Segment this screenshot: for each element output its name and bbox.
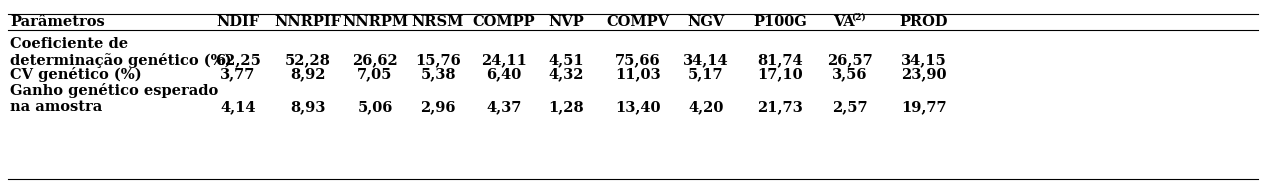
Text: NNRPIF: NNRPIF bbox=[275, 15, 342, 29]
Text: Parâmetros: Parâmetros bbox=[10, 15, 105, 29]
Text: 1,28: 1,28 bbox=[548, 100, 584, 114]
Text: 2,96: 2,96 bbox=[420, 100, 456, 114]
Text: 34,15: 34,15 bbox=[901, 53, 947, 67]
Text: 15,76: 15,76 bbox=[415, 53, 461, 67]
Text: 13,40: 13,40 bbox=[615, 100, 661, 114]
Text: 19,77: 19,77 bbox=[901, 100, 947, 114]
Text: 4,20: 4,20 bbox=[689, 100, 724, 114]
Text: 26,62: 26,62 bbox=[352, 53, 398, 67]
Text: NNRPM: NNRPM bbox=[342, 15, 408, 29]
Text: COMPV: COMPV bbox=[606, 15, 670, 29]
Text: 4,51: 4,51 bbox=[548, 53, 584, 67]
Text: 3,77: 3,77 bbox=[220, 67, 256, 81]
Text: 34,14: 34,14 bbox=[684, 53, 729, 67]
Text: 24,11: 24,11 bbox=[481, 53, 527, 67]
Text: 26,57: 26,57 bbox=[827, 53, 872, 67]
Text: 2,57: 2,57 bbox=[832, 100, 867, 114]
Text: Ganho genético esperado: Ganho genético esperado bbox=[10, 83, 218, 98]
Text: NVP: NVP bbox=[548, 15, 584, 29]
Text: 11,03: 11,03 bbox=[615, 67, 661, 81]
Text: 6,40: 6,40 bbox=[486, 67, 522, 81]
Text: NGV: NGV bbox=[687, 15, 724, 29]
Text: determinação genético (%): determinação genético (%) bbox=[10, 53, 232, 68]
Text: 62,25: 62,25 bbox=[215, 53, 261, 67]
Text: 4,32: 4,32 bbox=[548, 67, 584, 81]
Text: 5,17: 5,17 bbox=[689, 67, 724, 81]
Text: 8,92: 8,92 bbox=[290, 67, 325, 81]
Text: VA: VA bbox=[833, 15, 855, 29]
Text: 3,56: 3,56 bbox=[832, 67, 867, 81]
Text: NDIF: NDIF bbox=[216, 15, 260, 29]
Text: 75,66: 75,66 bbox=[615, 53, 661, 67]
Text: 17,10: 17,10 bbox=[757, 67, 803, 81]
Text: 23,90: 23,90 bbox=[901, 67, 947, 81]
Text: 5,06: 5,06 bbox=[357, 100, 392, 114]
Text: PROD: PROD bbox=[900, 15, 948, 29]
Text: 52,28: 52,28 bbox=[285, 53, 330, 67]
Text: (2): (2) bbox=[851, 12, 866, 21]
Text: na amostra: na amostra bbox=[10, 100, 103, 114]
Text: 81,74: 81,74 bbox=[757, 53, 803, 67]
Text: 4,37: 4,37 bbox=[486, 100, 522, 114]
Text: 5,38: 5,38 bbox=[420, 67, 456, 81]
Text: 8,93: 8,93 bbox=[290, 100, 325, 114]
Text: P100G: P100G bbox=[753, 15, 806, 29]
Text: Coeficiente de: Coeficiente de bbox=[10, 37, 128, 51]
Text: NRSM: NRSM bbox=[411, 15, 465, 29]
Text: 4,14: 4,14 bbox=[220, 100, 256, 114]
Text: 21,73: 21,73 bbox=[757, 100, 803, 114]
Text: CV genético (%): CV genético (%) bbox=[10, 66, 142, 81]
Text: 7,05: 7,05 bbox=[357, 67, 392, 81]
Text: COMPP: COMPP bbox=[472, 15, 536, 29]
